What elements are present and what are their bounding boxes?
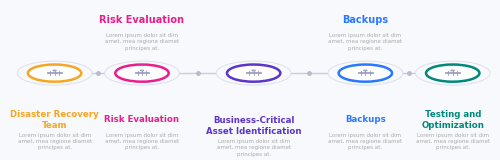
Circle shape <box>338 64 392 82</box>
Text: Lorem ipsum dolor sit dim
amet, mea regione diamet
principes at.: Lorem ipsum dolor sit dim amet, mea regi… <box>416 133 490 150</box>
Circle shape <box>227 64 280 82</box>
Text: Risk Evaluation: Risk Evaluation <box>100 15 184 25</box>
Text: Lorem ipsum dolor sit dim
amet, mea regione diamet
principes at.: Lorem ipsum dolor sit dim amet, mea regi… <box>105 33 179 51</box>
Circle shape <box>426 64 480 82</box>
Circle shape <box>116 64 168 82</box>
Circle shape <box>17 61 92 85</box>
Circle shape <box>416 61 490 85</box>
Circle shape <box>28 64 82 82</box>
Text: Risk Evaluation: Risk Evaluation <box>104 115 180 124</box>
Text: Business-Critical
Asset Identification: Business-Critical Asset Identification <box>206 116 302 136</box>
Text: Lorem ipsum dolor sit dim
amet, mea regione diamet
principes at.: Lorem ipsum dolor sit dim amet, mea regi… <box>328 33 402 51</box>
Text: Disaster Recovery
Team: Disaster Recovery Team <box>10 110 99 130</box>
Text: Backups: Backups <box>342 15 388 25</box>
Text: Lorem ipsum dolor sit dim
amet, mea regione diamet
principes at.: Lorem ipsum dolor sit dim amet, mea regi… <box>105 133 179 150</box>
Text: Backups: Backups <box>345 115 386 124</box>
Circle shape <box>328 61 402 85</box>
Text: Testing and
Optimization: Testing and Optimization <box>422 110 484 130</box>
Circle shape <box>104 61 180 85</box>
Circle shape <box>216 61 291 85</box>
Text: Lorem ipsum dolor sit dim
amet, mea regione diamet
principes at.: Lorem ipsum dolor sit dim amet, mea regi… <box>216 139 290 157</box>
Text: Lorem ipsum dolor sit dim
amet, mea regione diamet
principes at.: Lorem ipsum dolor sit dim amet, mea regi… <box>328 133 402 150</box>
Text: Lorem ipsum dolor sit dim
amet, mea regione diamet
principes at.: Lorem ipsum dolor sit dim amet, mea regi… <box>18 133 92 150</box>
